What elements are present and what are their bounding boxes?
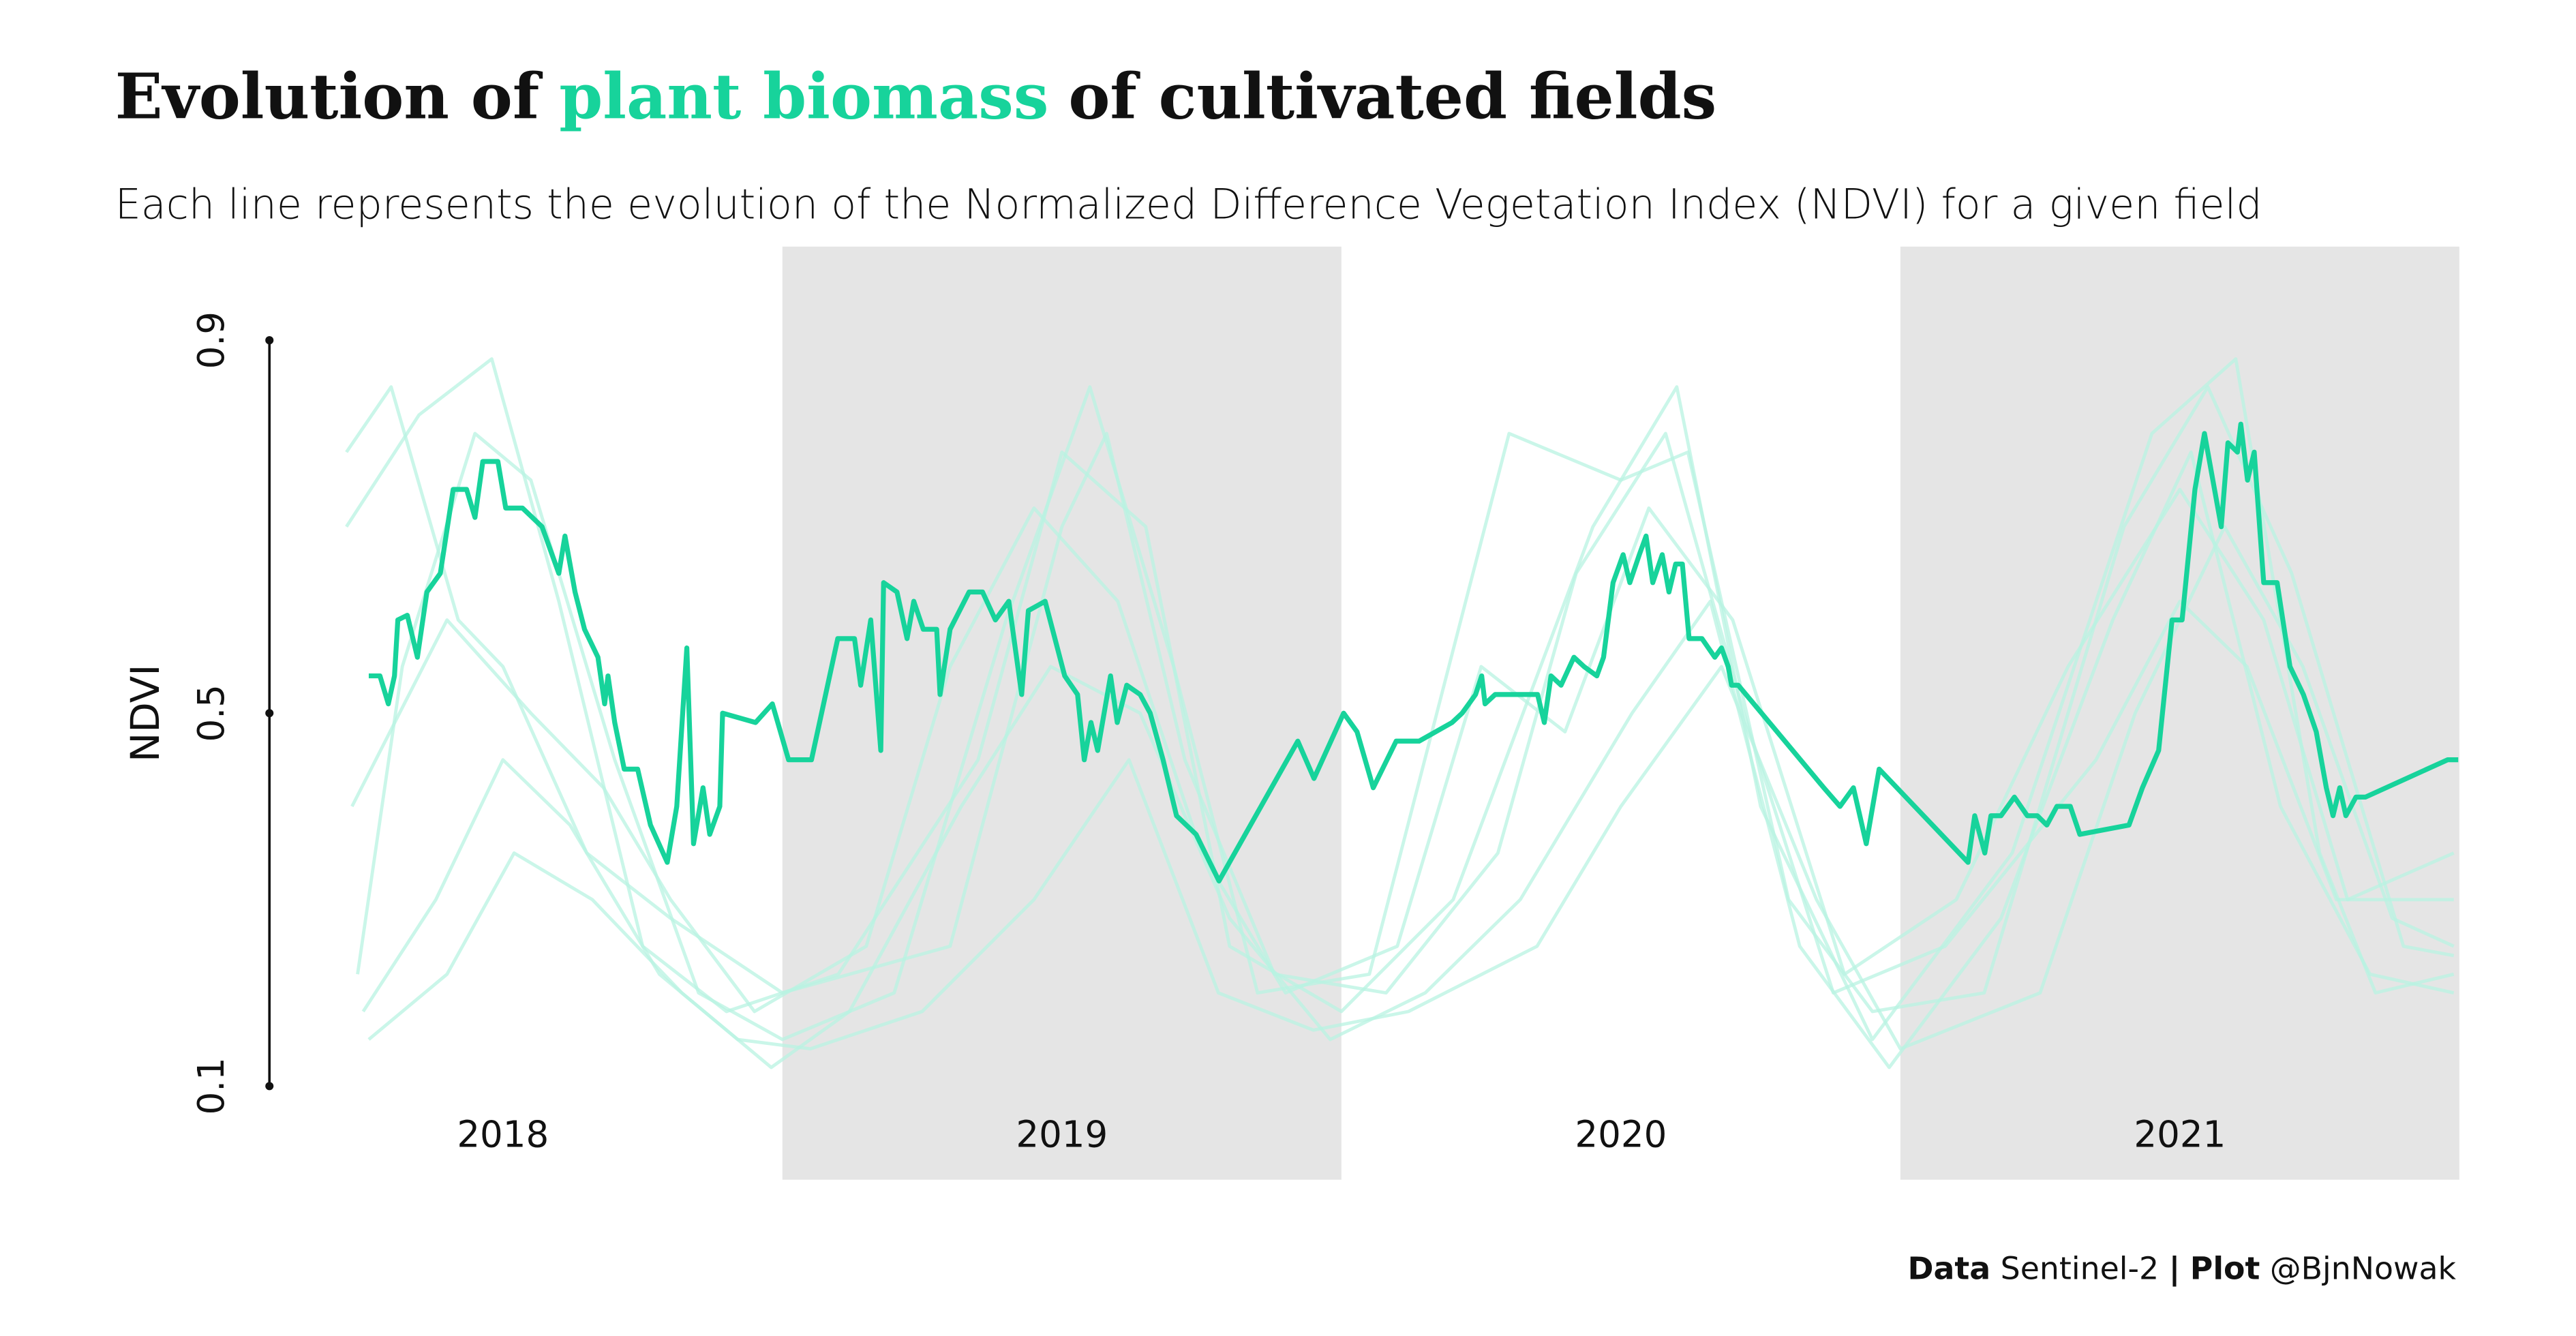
x-tick-label: 2019 (1016, 1114, 1108, 1156)
highlight-line (368, 421, 2459, 884)
field-line (350, 487, 2455, 1014)
caption-part: Data (1908, 1249, 1991, 1286)
caption-part: Sentinel-2 (2001, 1249, 2159, 1286)
y-tick-label: 0.9 (190, 312, 232, 369)
field-line (345, 385, 2454, 995)
caption-part: Plot (2190, 1249, 2260, 1286)
bands (782, 246, 2459, 1180)
x-tick-label: 2018 (457, 1114, 549, 1156)
y-tick-label: 0.5 (190, 684, 232, 742)
field-line (356, 385, 2455, 1042)
x-tick-label: 2020 (1575, 1114, 1667, 1156)
year-band (782, 246, 1342, 1180)
chart-subtitle: Each line represents the evolution of th… (115, 181, 2262, 228)
chart-title: Evolution of plant biomass of cultivated f… (115, 59, 1716, 133)
y-axis-label: NDVI (122, 665, 168, 762)
title-part: of cultivated fields (1068, 59, 1716, 133)
y-tick-mark (265, 336, 274, 345)
field-line (345, 357, 2455, 1042)
y-tick-mark (265, 1082, 274, 1091)
y-tick-mark (265, 709, 274, 718)
caption-part: @BjnNowak (2270, 1249, 2457, 1286)
title-part: plant biomass (559, 59, 1048, 133)
y-tick-label: 0.1 (190, 1057, 232, 1114)
caption-part: | (2169, 1249, 2181, 1287)
field-line (367, 450, 2455, 1069)
title-part: Evolution of (115, 59, 543, 133)
field-line (361, 525, 2455, 1051)
caption: Data Sentinel-2 | Plot @BjnNowak (1908, 1249, 2457, 1287)
plot (345, 357, 2459, 1069)
year-band (1900, 246, 2459, 1180)
x-tick-label: 2021 (2134, 1114, 2226, 1156)
